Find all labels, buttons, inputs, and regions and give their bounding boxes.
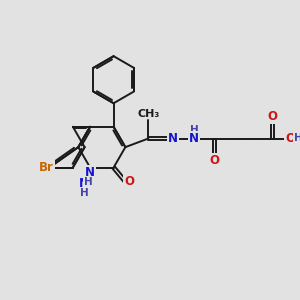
Text: N: N (79, 177, 89, 190)
Text: O: O (124, 175, 134, 188)
Text: N: N (168, 132, 178, 145)
Text: H: H (294, 133, 300, 143)
Text: H: H (80, 188, 89, 198)
Text: N: N (85, 166, 95, 179)
Text: Br: Br (39, 161, 54, 174)
Text: CH₃: CH₃ (137, 109, 160, 118)
Text: O: O (209, 154, 219, 167)
Text: N: N (189, 132, 199, 145)
Text: H: H (84, 177, 93, 187)
Text: O: O (268, 110, 278, 123)
Text: H: H (190, 125, 198, 135)
Text: O: O (285, 132, 295, 145)
